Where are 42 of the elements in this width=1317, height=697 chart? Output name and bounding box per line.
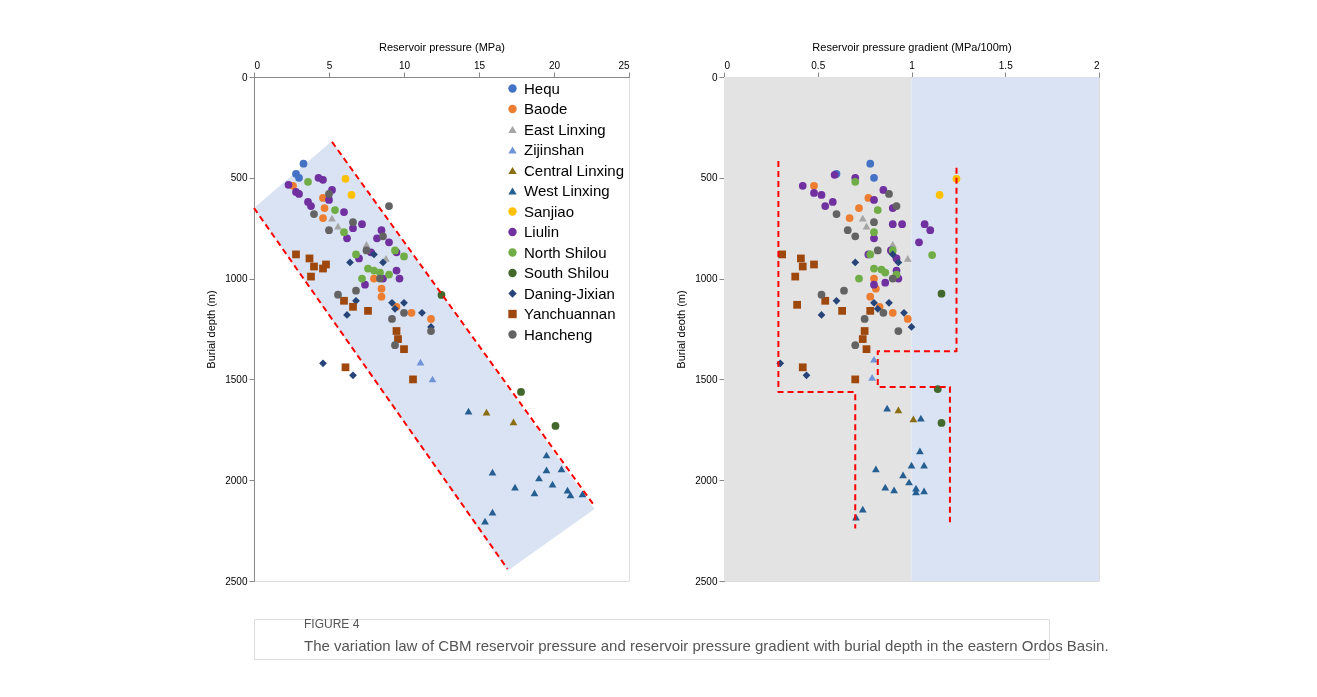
y-tick-label: 1500 (695, 373, 718, 385)
x-tick-label: 0 (724, 59, 731, 71)
x-tick-label: 1 (909, 59, 916, 71)
x-axis-title: Reservoir pressure (MPa) (379, 40, 505, 53)
y-tick-label: 500 (700, 172, 718, 184)
y-axis-title: Burial deoth (m) (675, 290, 688, 369)
y-tick-label: 1000 (695, 273, 718, 285)
y-tick-label: 0 (241, 71, 248, 83)
legend-label: Zijinshan (524, 141, 585, 158)
y-tick-label: 1500 (225, 373, 248, 385)
caption: FIGURE 4 (304, 617, 360, 631)
y-tick-label: 0 (711, 71, 718, 83)
x-tick-label: 15 (473, 59, 486, 71)
legend-label: West Linxing (524, 182, 610, 199)
y-tick-label: 1000 (225, 273, 248, 285)
legend-label: Central Linxing (524, 161, 625, 179)
x-tick-label: 10 (398, 59, 411, 71)
legend-label: Baode (524, 100, 568, 117)
x-tick-label: 1.5 (998, 59, 1014, 71)
legend-label: Daning-Jixian (524, 284, 615, 302)
y-tick-label: 2000 (225, 474, 248, 486)
legend-label: Sanjiao (524, 202, 575, 220)
x-tick-label: 25 (618, 59, 630, 71)
x-tick-label: 0.5 (811, 59, 826, 71)
x-axis-title: Reservoir pressure gradient (MPa/100m) (812, 40, 1012, 53)
legend-label: Hequ (524, 79, 560, 97)
legend-label: North Shilou (524, 243, 607, 261)
y-tick-label: 2500 (225, 575, 248, 587)
y-tick-label: 2500 (695, 575, 718, 587)
legend-label: Hancheng (524, 325, 593, 343)
y-tick-label: 500 (230, 172, 248, 184)
legend-label: East Linxing (524, 120, 606, 138)
legend-label: Yanchuannan (524, 305, 616, 322)
legend-label: Liulin (524, 223, 560, 240)
x-tick-label: 2 (1093, 59, 1100, 71)
x-tick-label: 0 (254, 59, 261, 71)
x-tick-label: 20 (548, 59, 561, 71)
y-tick-label: 2000 (695, 474, 718, 486)
y-axis-title: Burial depth (m) (205, 290, 218, 369)
legend-label: South Shilou (524, 264, 610, 281)
x-tick-label: 5 (326, 59, 333, 71)
text: The variation law of CBM reservoir pressure and reservoir pressure gradient with burial depth in the eastern Ordos Basin. (304, 637, 1109, 654)
